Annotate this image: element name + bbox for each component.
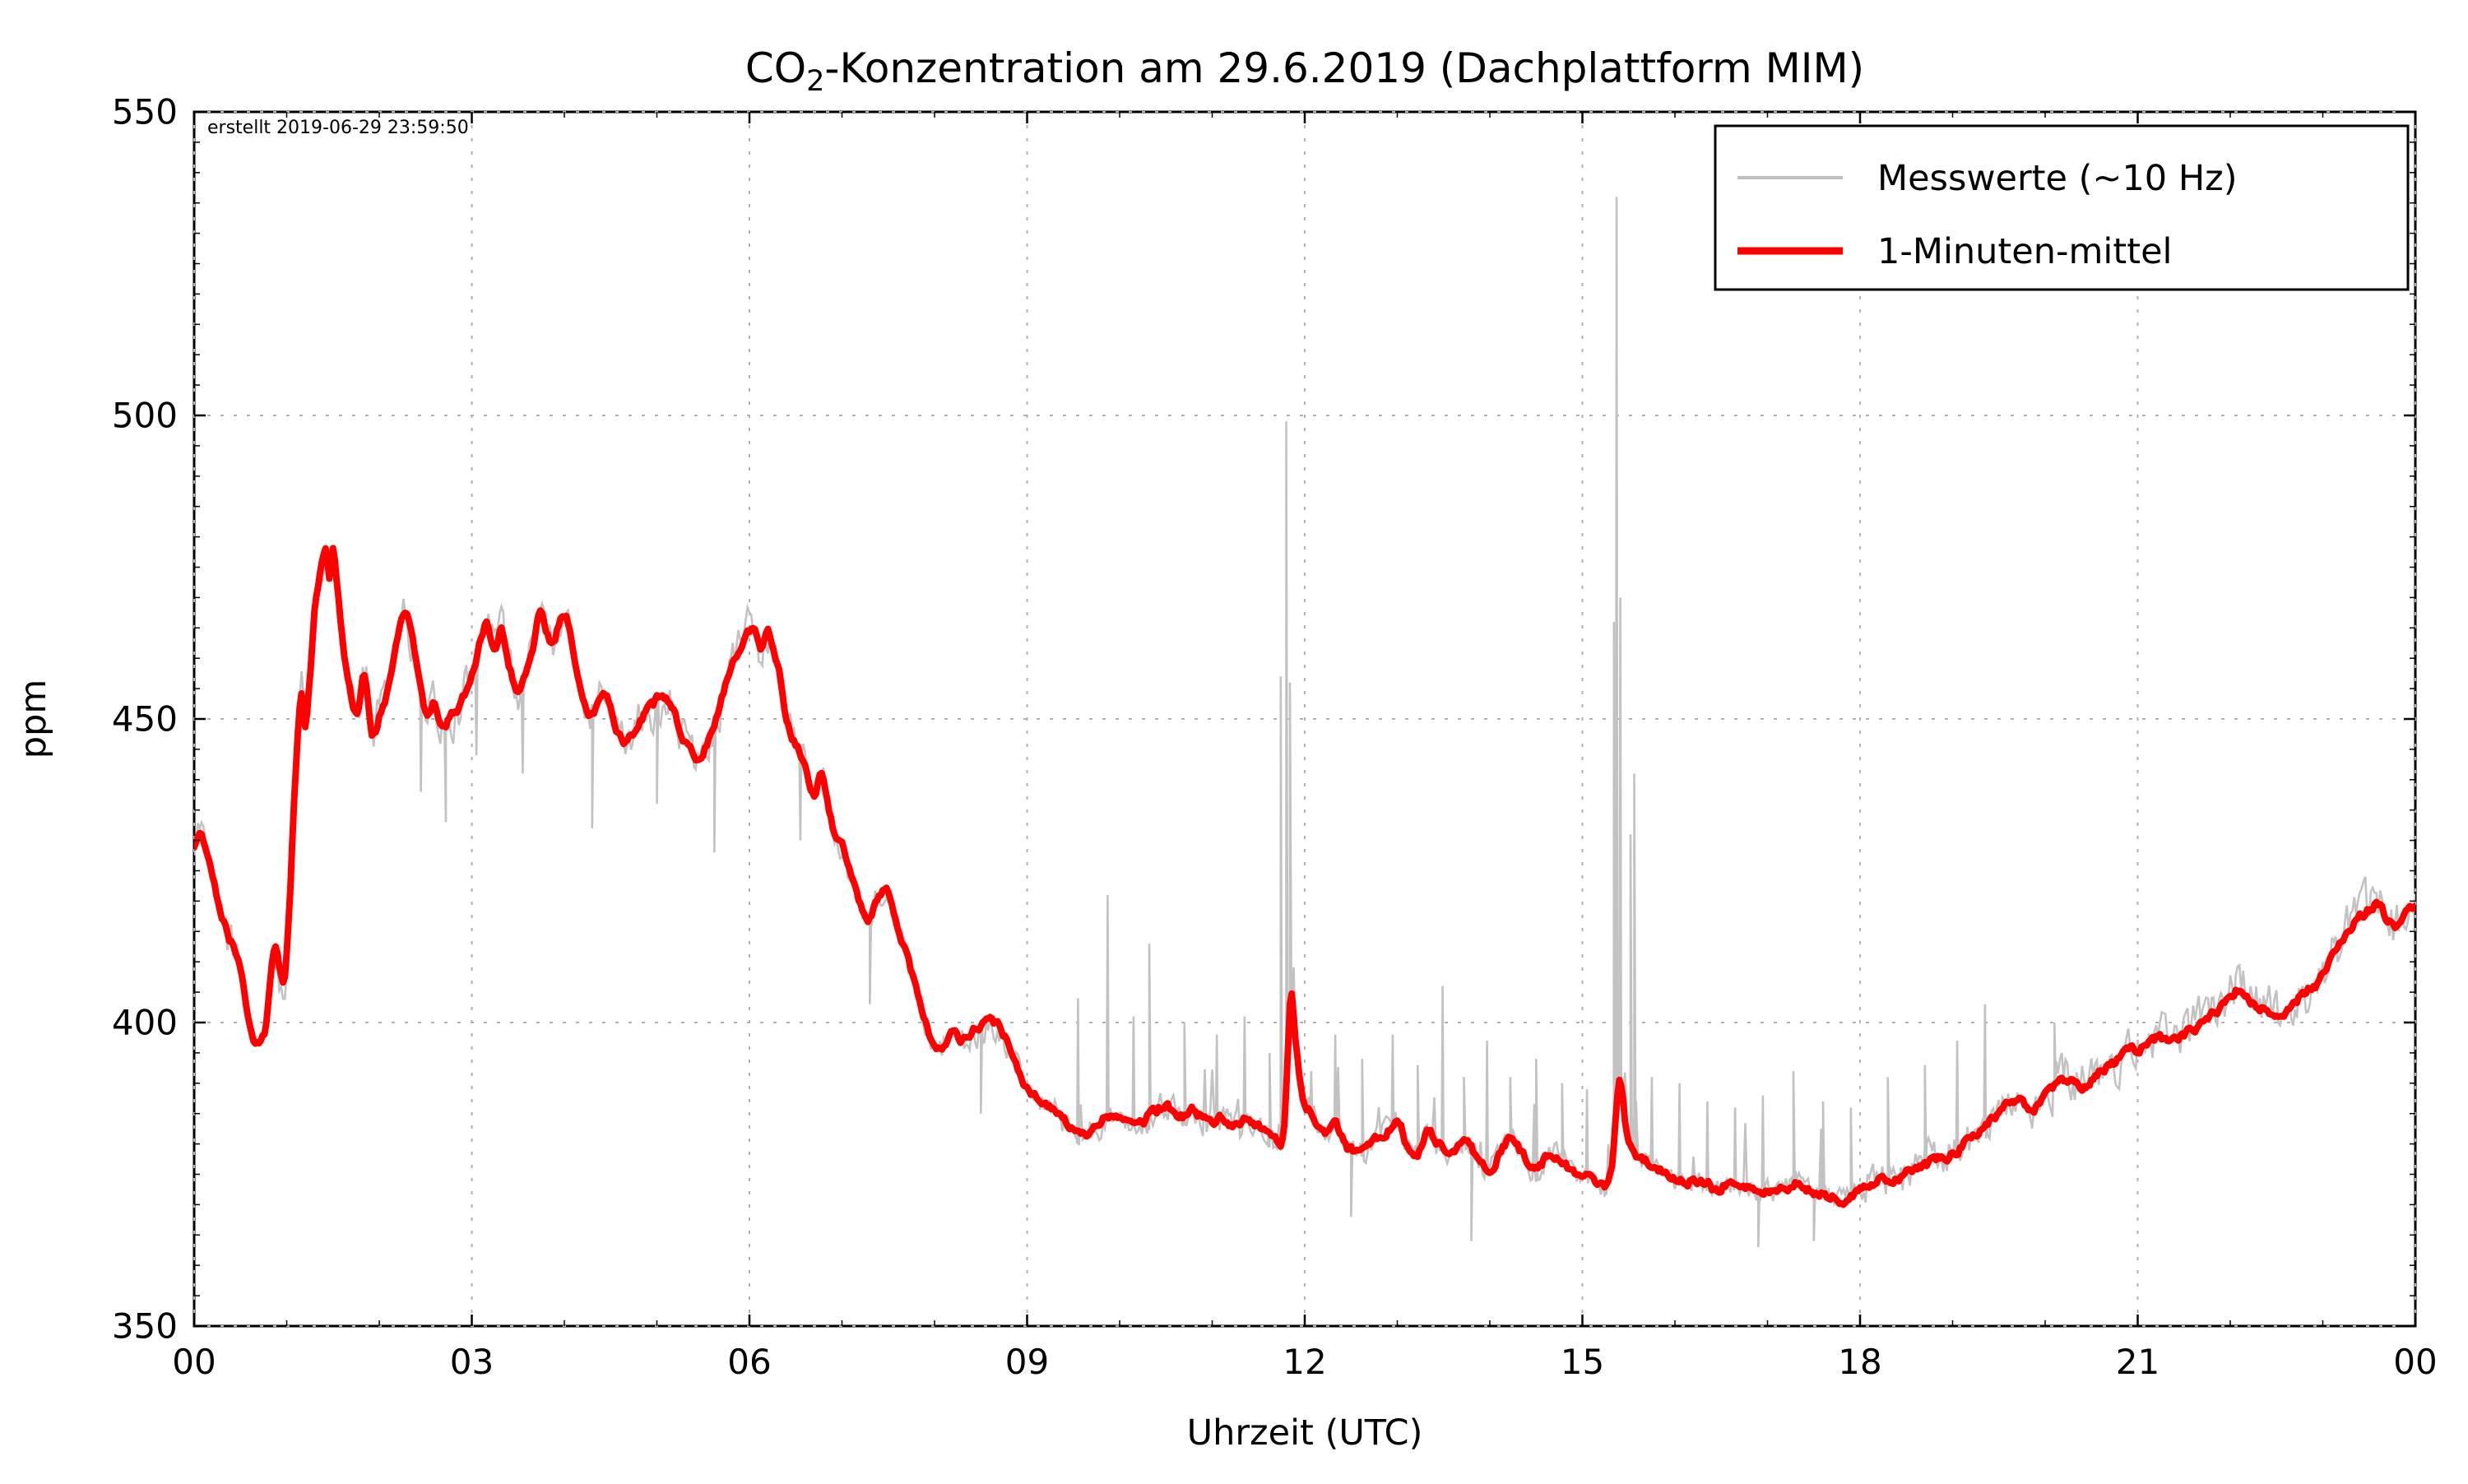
y-tick-label: 500 <box>112 396 178 436</box>
x-tick-label: 09 <box>1005 1342 1049 1382</box>
legend-box <box>1714 124 2410 291</box>
x-tick-label: 15 <box>1561 1342 1604 1382</box>
x-tick-labels: 00 03 06 09 12 15 18 21 00 <box>172 1342 2437 1382</box>
legend: Messwerte (~10 Hz) 1-Minuten-mittel <box>1714 124 2410 291</box>
y-axis-label: ppm <box>13 679 54 758</box>
x-tick-label: 18 <box>1838 1342 1881 1382</box>
chart-title: CO2-Konzentration am 29.6.2019 (Dachplat… <box>745 44 1864 98</box>
y-tick-label: 400 <box>112 1003 178 1043</box>
x-tick-label: 00 <box>172 1342 216 1382</box>
x-tick-label: 03 <box>450 1342 494 1382</box>
y-tick-label: 350 <box>112 1306 178 1347</box>
y-tick-label: 550 <box>112 92 178 132</box>
x-axis-label: Uhrzeit (UTC) <box>1187 1412 1423 1454</box>
x-tick-label: 12 <box>1283 1342 1326 1382</box>
created-timestamp-note: erstellt 2019-06-29 23:59:50 <box>207 118 469 138</box>
x-tick-label: 06 <box>727 1342 771 1382</box>
legend-label-mean: 1-Minuten-mittel <box>1877 231 2172 272</box>
title-prefix: CO <box>745 44 806 92</box>
data-series <box>194 197 2415 1248</box>
title-rest: -Konzentration am 29.6.2019 (Dachplattfo… <box>824 44 1864 92</box>
legend-label-measurement: Messwerte (~10 Hz) <box>1877 158 2238 199</box>
gridlines <box>193 111 2416 1327</box>
title-subscript: 2 <box>806 65 824 98</box>
axis-ticks <box>193 110 2417 1328</box>
y-tick-label: 450 <box>112 699 178 740</box>
x-tick-label: 21 <box>2116 1342 2160 1382</box>
series-one-minute-mean <box>194 545 2415 1208</box>
y-tick-labels: 350 400 450 500 550 <box>112 92 178 1347</box>
x-tick-label: 00 <box>2393 1342 2437 1382</box>
